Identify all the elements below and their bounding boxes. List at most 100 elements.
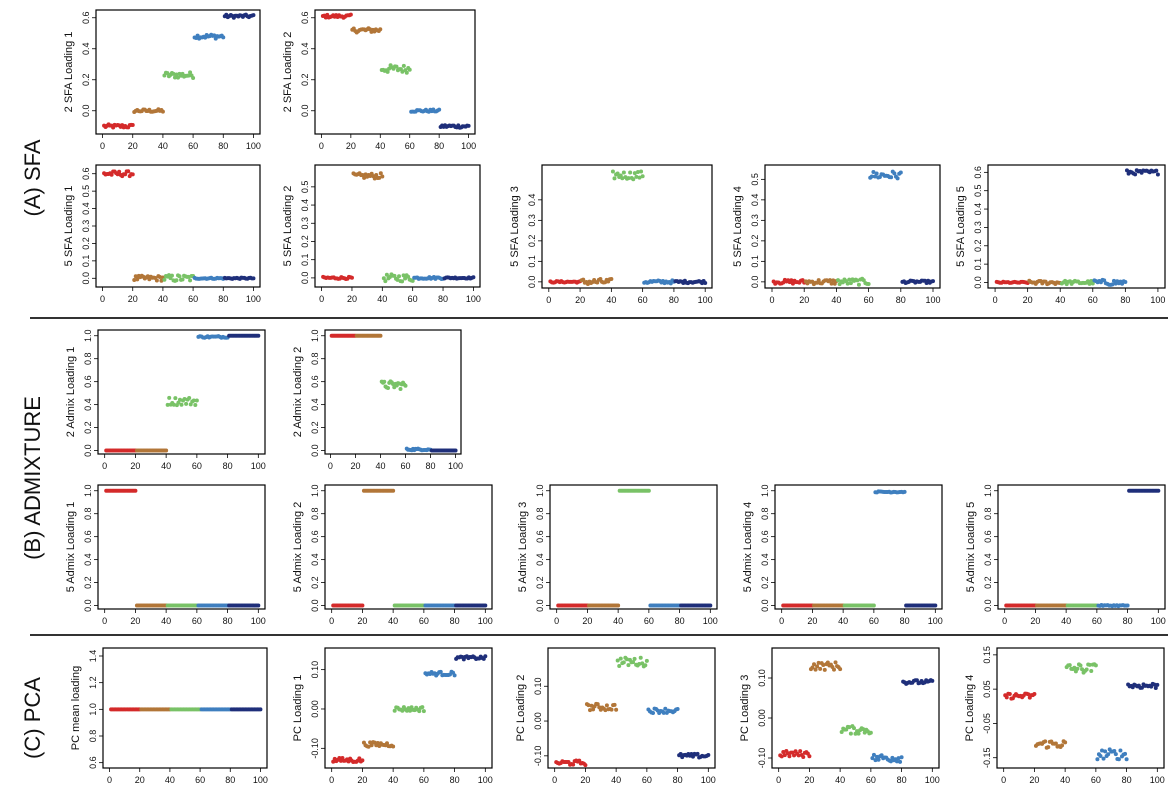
data-point <box>914 678 919 683</box>
data-point <box>132 278 137 283</box>
chart-panel: 0 20 40 60 80 100 0.6 0.8 1.0 1.2 1.4 PC mean loadi… <box>70 647 268 785</box>
data-point <box>186 274 191 279</box>
y-tick-label: 0.8 <box>983 507 993 520</box>
y-tick-label: 0.2 <box>83 421 93 434</box>
data-point <box>839 729 844 734</box>
data-point <box>632 656 637 661</box>
x-tick-label: 20 <box>1030 616 1040 626</box>
plot-frame <box>95 9 261 135</box>
x-tick-label: 40 <box>375 461 385 471</box>
y-axis-label: 2 Admix Loading 1 <box>65 347 77 438</box>
y-axis-label: 2 SFA Loading 1 <box>63 32 75 113</box>
data-point <box>902 489 907 494</box>
data-point <box>1106 752 1111 757</box>
x-tick-label: 60 <box>192 461 202 471</box>
data-point <box>581 277 586 282</box>
y-axis-label: 5 SFA Loading 3 <box>509 186 521 267</box>
data-point <box>401 63 406 68</box>
data-point <box>1078 663 1083 668</box>
x-tick-label: 80 <box>1122 775 1132 785</box>
chart-panel: 0 20 40 60 80 100 0.0 0.2 0.4 0.6 0.8 1.0 5 Admix Lo… <box>965 484 1166 626</box>
x-tick-label: 80 <box>438 294 448 304</box>
x-tick-label: 60 <box>408 294 418 304</box>
chart-panel: 0 20 40 60 80 100 -0.10 0.00 0.10 PC Loading 1 <box>292 647 493 785</box>
x-tick-label: 60 <box>869 616 879 626</box>
panel-layer: 0 20 40 60 80 100 0.0 0.2 0.4 0.6 2 SFA Loading 1 0… <box>63 9 1166 785</box>
y-tick-label: 0.2 <box>527 235 537 248</box>
data-point <box>357 756 362 761</box>
data-point <box>621 660 626 665</box>
y-tick-label: 0.00 <box>757 709 767 727</box>
x-tick-label: 40 <box>611 775 621 785</box>
data-point <box>177 397 182 402</box>
y-tick-label: 0.0 <box>83 599 93 612</box>
data-point <box>186 73 191 78</box>
y-tick-label: 0.4 <box>300 199 310 212</box>
data-point <box>1118 748 1123 753</box>
data-point <box>663 706 668 711</box>
x-tick-label: 20 <box>804 775 814 785</box>
chart-panel: 0 20 40 60 80 100 0.0 0.1 0.2 0.3 0.4 0.5 0.6 5 SFA L… <box>955 164 1166 305</box>
chart-panel: 0 20 40 60 80 100 0.0 0.1 0.2 0.3 0.4 0.5 5 SFA Load… <box>732 164 941 305</box>
data-point <box>869 174 874 179</box>
data-point <box>855 278 860 283</box>
y-axis-label: 5 SFA Loading 1 <box>63 186 75 267</box>
data-point <box>873 758 878 763</box>
x-tick-label: 0 <box>102 461 107 471</box>
x-tick-label: 80 <box>225 775 235 785</box>
x-tick-label: 20 <box>128 141 138 151</box>
y-tick-label: 0.6 <box>983 530 993 543</box>
data-point <box>631 660 636 665</box>
x-tick-label: 60 <box>195 775 205 785</box>
y-tick-label: -0.05 <box>982 713 992 734</box>
data-point <box>621 170 626 175</box>
data-point <box>1004 695 1009 700</box>
data-point <box>169 273 174 278</box>
x-tick-label: 20 <box>807 616 817 626</box>
data-point <box>408 708 413 713</box>
section-label-pca: (C) PCA <box>20 677 45 759</box>
data-point <box>1075 666 1080 671</box>
x-tick-label: 40 <box>161 461 171 471</box>
plot-frame <box>997 484 1166 610</box>
x-tick-label: 40 <box>388 775 398 785</box>
y-tick-label: 0.3 <box>81 220 91 233</box>
data-point <box>847 725 852 730</box>
y-tick-label: 1.0 <box>760 484 770 497</box>
y-tick-label: 0.6 <box>88 756 98 769</box>
y-axis-label: 2 SFA Loading 2 <box>282 32 294 113</box>
data-point <box>588 708 593 713</box>
data-point <box>1084 667 1089 672</box>
y-tick-label: -0.15 <box>982 747 992 768</box>
data-point <box>577 758 582 763</box>
data-point <box>851 726 856 731</box>
x-tick-label: 100 <box>701 775 716 785</box>
data-point <box>180 277 185 282</box>
data-point <box>876 757 881 762</box>
y-tick-label: 0.5 <box>81 185 91 198</box>
y-tick-label: 0.3 <box>750 214 760 227</box>
data-point <box>117 169 122 174</box>
data-point <box>822 667 827 672</box>
y-tick-label: 0.2 <box>81 237 91 250</box>
x-tick-label: 0 <box>769 295 774 305</box>
y-axis-label: 2 Admix Loading 2 <box>292 347 304 438</box>
chart-panel: 0 20 40 60 80 100 0.0 0.1 0.2 0.3 0.4 0.5 0.6 5 SFA L… <box>63 164 261 304</box>
x-tick-label: 80 <box>218 294 228 304</box>
x-tick-label: 80 <box>223 616 233 626</box>
y-tick-label: 0.2 <box>973 240 983 253</box>
y-tick-label: 0.1 <box>300 253 310 266</box>
data-point <box>1060 743 1065 748</box>
data-point <box>614 707 619 712</box>
data-point <box>866 281 871 286</box>
chart-panel: 0 20 40 60 80 100 0.0 0.2 0.4 0.6 0.8 1.0 2 Admix Lo… <box>292 329 463 471</box>
data-point <box>1124 168 1129 173</box>
y-axis-label: 5 Admix Loading 3 <box>517 502 529 593</box>
data-point <box>829 281 834 286</box>
plot-frame <box>324 329 462 455</box>
data-point <box>616 603 621 608</box>
y-tick-label: 0.0 <box>760 599 770 612</box>
data-point <box>628 170 633 175</box>
data-point <box>471 275 476 280</box>
x-tick-label: 60 <box>405 141 415 151</box>
